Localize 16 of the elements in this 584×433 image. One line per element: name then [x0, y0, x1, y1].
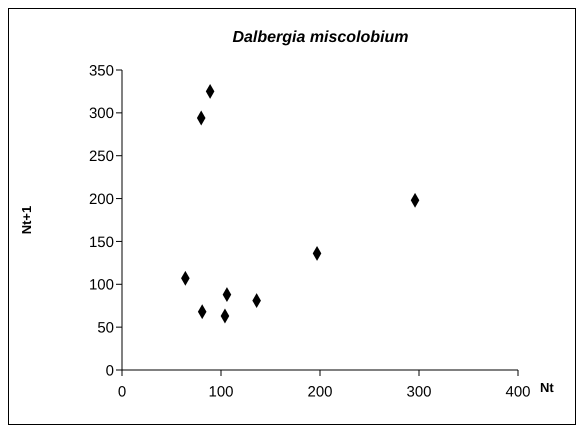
x-tick-label: 300 [406, 384, 432, 401]
x-tick-label: 0 [118, 384, 126, 401]
y-tick-label: 50 [97, 319, 114, 336]
x-tick-label: 100 [208, 384, 234, 401]
y-tick-label: 0 [106, 362, 114, 380]
y-tick-label: 300 [88, 105, 114, 122]
y-tick-label: 250 [88, 148, 114, 166]
y-tick-label: 150 [88, 234, 114, 251]
chart-title: Dalbergia miscolobium [231, 29, 410, 47]
y-axis-title: Nt+1 [19, 206, 34, 234]
x-tick-label: 200 [307, 384, 333, 401]
x-tick-label: 400 [505, 384, 531, 401]
y-tick-label: 100 [88, 276, 114, 294]
y-tick-label: 350 [88, 62, 114, 80]
x-axis-title: Nt [540, 380, 554, 395]
y-tick-label: 200 [88, 190, 114, 208]
